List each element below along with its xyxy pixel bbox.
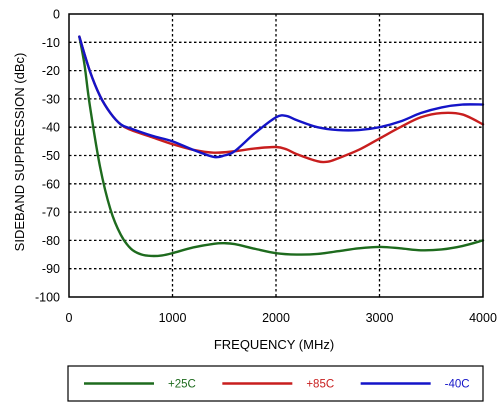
legend-label: +85C: [306, 379, 334, 391]
series-line-2: [78, 35, 485, 159]
y-tick-label: -50: [42, 149, 60, 163]
series-line-0: [78, 35, 485, 258]
legend-label: +25C: [168, 379, 196, 391]
y-tick-label: -30: [42, 92, 60, 106]
y-tick-label: -100: [35, 291, 60, 305]
y-tick-label: -60: [42, 177, 60, 191]
x-tick-label: 0: [66, 311, 73, 325]
y-tick-label: -10: [42, 36, 60, 50]
plot-frame: [68, 13, 484, 298]
x-tick-label: 3000: [366, 311, 394, 325]
series-lines: [78, 35, 485, 258]
y-tick-label: -90: [42, 262, 60, 276]
x-axis-label: FREQUENCY (MHz): [214, 337, 334, 352]
grid: [69, 14, 483, 297]
y-tick-label: -80: [42, 234, 60, 248]
legend-label: -40C: [445, 379, 470, 391]
x-tick-label: 4000: [469, 311, 497, 325]
x-tick-label: 2000: [262, 311, 290, 325]
y-tick-label: -70: [42, 206, 60, 220]
y-tick-label: -20: [42, 64, 60, 78]
y-tick-label: 0: [53, 8, 60, 22]
x-tick-label: 1000: [159, 311, 187, 325]
tick-labels: 0 -10 -20 -30 -40 -50 -60 -70 -80 -90 -100 0 1000 200…: [35, 8, 497, 326]
y-tick-label: -40: [42, 121, 60, 135]
y-axis-label: SIDEBAND SUPPRESSION (dBc): [12, 53, 27, 252]
legend: +25C +85C -40C: [67, 365, 484, 402]
